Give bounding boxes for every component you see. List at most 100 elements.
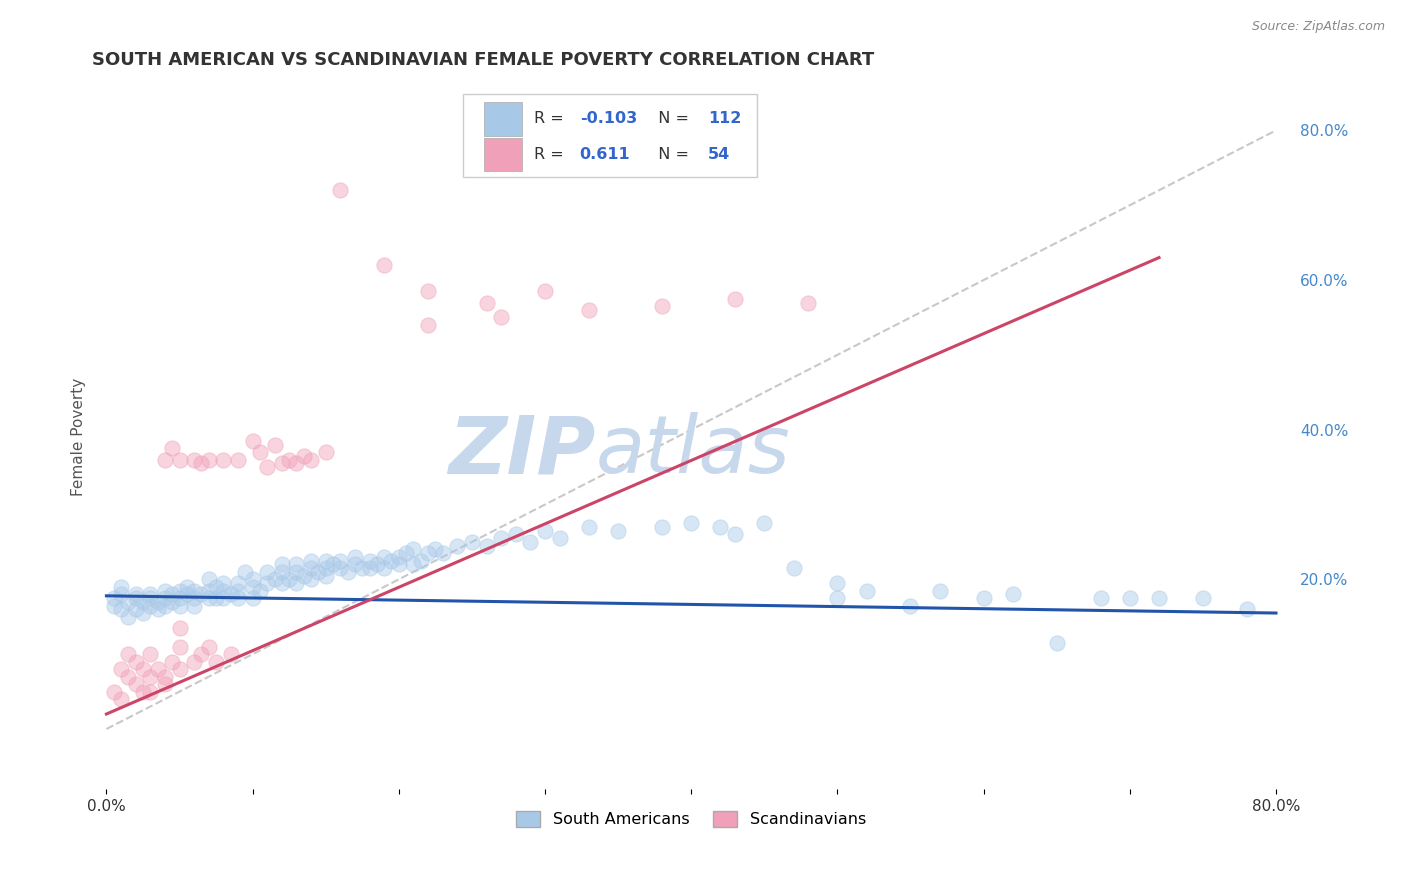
Y-axis label: Female Poverty: Female Poverty — [72, 378, 86, 496]
Point — [110, 587, 132, 601]
Point — [139, 647, 162, 661]
Point — [475, 295, 498, 310]
Point — [153, 599, 176, 613]
Point — [103, 591, 125, 605]
Point — [827, 591, 849, 605]
Point — [153, 452, 176, 467]
Point — [329, 554, 352, 568]
Point — [219, 587, 242, 601]
Point — [110, 580, 132, 594]
Point — [124, 587, 146, 601]
Point — [212, 583, 235, 598]
Point — [724, 292, 747, 306]
Point — [132, 684, 155, 698]
Point — [146, 602, 169, 616]
Point — [1192, 591, 1215, 605]
Point — [190, 647, 212, 661]
Point — [117, 609, 139, 624]
Point — [256, 565, 278, 579]
Point — [329, 561, 352, 575]
Point — [461, 535, 484, 549]
Point — [153, 670, 176, 684]
Legend: South Americans, Scandinavians: South Americans, Scandinavians — [509, 805, 873, 834]
Point — [299, 573, 322, 587]
Point — [103, 599, 125, 613]
Point — [973, 591, 995, 605]
Text: 54: 54 — [709, 147, 730, 162]
Point — [299, 554, 322, 568]
Point — [489, 531, 512, 545]
Point — [578, 520, 600, 534]
Point — [1147, 591, 1170, 605]
Point — [709, 520, 731, 534]
Point — [292, 568, 315, 582]
Text: atlas: atlas — [595, 412, 790, 491]
Point — [315, 568, 337, 582]
Point — [169, 452, 191, 467]
Point — [169, 583, 191, 598]
Point — [359, 561, 381, 575]
Point — [132, 606, 155, 620]
Point — [416, 546, 439, 560]
Point — [110, 692, 132, 706]
Point — [124, 591, 146, 605]
Point — [124, 655, 146, 669]
Point — [176, 587, 198, 601]
Point — [212, 591, 235, 605]
Point — [395, 546, 418, 560]
Point — [205, 580, 228, 594]
Point — [160, 587, 183, 601]
Point — [285, 456, 308, 470]
Point — [1090, 591, 1112, 605]
Point — [242, 573, 264, 587]
Point — [183, 591, 205, 605]
Point — [373, 258, 395, 272]
Point — [651, 520, 673, 534]
Point — [352, 561, 374, 575]
Text: R =: R = — [534, 112, 569, 127]
Point — [388, 558, 411, 572]
Point — [110, 602, 132, 616]
Text: N =: N = — [648, 112, 695, 127]
Point — [681, 516, 703, 531]
Point — [827, 576, 849, 591]
Point — [519, 535, 541, 549]
Point — [278, 452, 301, 467]
FancyBboxPatch shape — [484, 102, 522, 136]
Point — [1236, 602, 1258, 616]
Point — [132, 595, 155, 609]
Point — [307, 565, 329, 579]
Point — [432, 546, 454, 560]
Point — [197, 573, 219, 587]
Point — [226, 576, 249, 591]
Point — [402, 558, 425, 572]
Point — [153, 583, 176, 598]
Point — [416, 318, 439, 332]
Point — [153, 677, 176, 691]
Point — [197, 452, 219, 467]
Point — [373, 549, 395, 564]
Point — [110, 662, 132, 676]
Point — [169, 662, 191, 676]
Point — [197, 591, 219, 605]
Point — [475, 539, 498, 553]
Point — [359, 554, 381, 568]
Point — [1001, 587, 1024, 601]
Point — [242, 434, 264, 448]
Point — [263, 438, 285, 452]
Text: R =: R = — [534, 147, 574, 162]
Point — [226, 591, 249, 605]
Point — [285, 558, 308, 572]
Point — [146, 595, 169, 609]
Point — [380, 554, 402, 568]
Point — [322, 558, 344, 572]
Point — [226, 583, 249, 598]
Point — [256, 460, 278, 475]
Point — [169, 621, 191, 635]
Point — [782, 561, 804, 575]
Point — [388, 549, 411, 564]
Point — [754, 516, 776, 531]
Point — [139, 684, 162, 698]
Point — [153, 591, 176, 605]
Point — [366, 558, 388, 572]
